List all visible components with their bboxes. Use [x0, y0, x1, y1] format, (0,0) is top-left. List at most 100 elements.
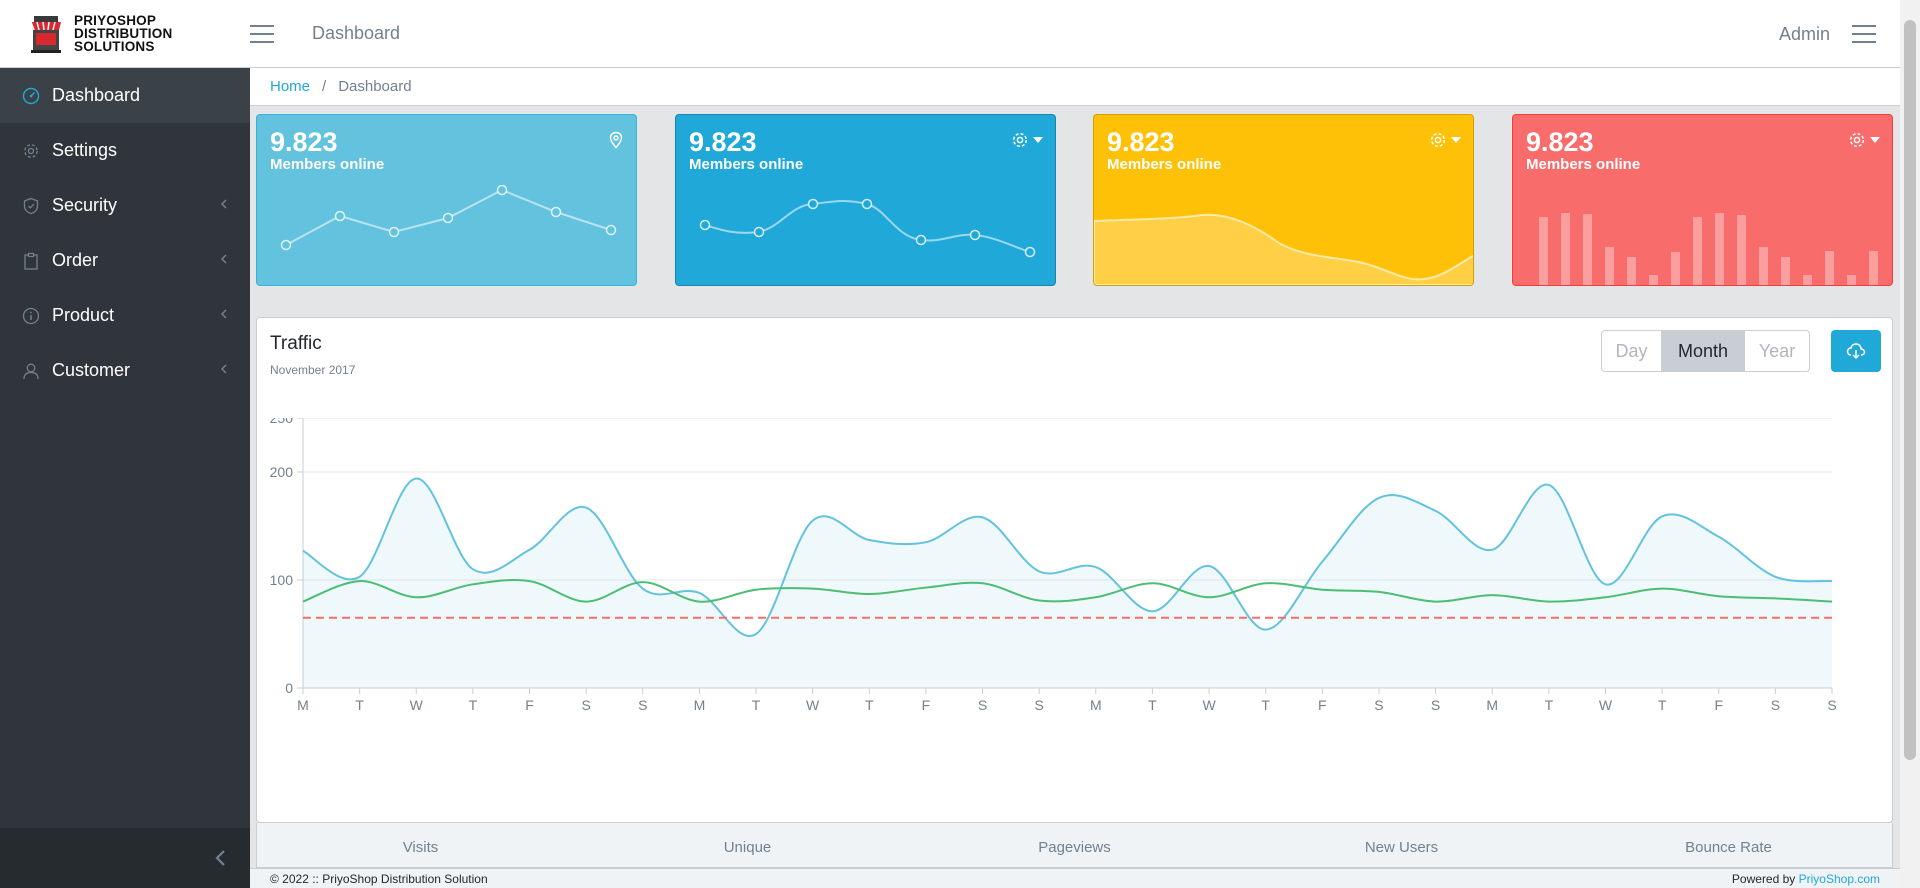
sidebar-item-label: Dashboard [52, 85, 141, 105]
caret-down-icon [1870, 137, 1880, 143]
card-settings-dropdown[interactable] [1011, 131, 1043, 149]
traffic-title: Traffic [270, 333, 322, 354]
shield-icon [22, 197, 40, 215]
app-footer: © 2022 :: PriyoShop Distribution Solutio… [250, 868, 1900, 888]
stat-card-2: 9.823 Members online [675, 114, 1056, 286]
y-tick-label: 250 [270, 418, 294, 426]
stat-bounce-rate-label: Bounce Rate [1685, 839, 1772, 856]
series-area-fill [303, 478, 1832, 688]
sidebar-item-order[interactable]: Order [0, 233, 250, 288]
breadcrumb: Home / Dashboard [250, 68, 1900, 106]
x-tick-label: S [1431, 697, 1440, 713]
x-tick-label: S [581, 697, 590, 713]
sidebar-minimizer-button[interactable] [0, 828, 250, 888]
x-tick-label: M [694, 697, 706, 713]
chevron-left-icon [220, 309, 227, 319]
gear-icon [1012, 132, 1028, 148]
x-tick-label: T [1148, 697, 1157, 713]
area-sparkline-chart [1094, 213, 1473, 285]
x-tick-label: T [355, 697, 364, 713]
brand-name-line1: PRIYOSHOP [74, 13, 157, 28]
brand-name-line2: DISTRIBUTION [74, 26, 173, 41]
x-tick-label: S [978, 697, 987, 713]
page-scrollbar[interactable] [1900, 0, 1920, 888]
sidebar-item-settings[interactable]: Settings [0, 123, 250, 178]
chevron-left-icon [215, 850, 225, 866]
period-year-button[interactable]: Year [1744, 330, 1810, 372]
gear-icon [1430, 132, 1446, 148]
x-tick-label: F [525, 697, 534, 713]
x-tick-label: W [1599, 697, 1613, 713]
card-settings-dropdown[interactable] [1429, 131, 1461, 149]
period-toggle-group: Day Month Year [1601, 330, 1810, 372]
breadcrumb-separator: / [322, 78, 327, 95]
bar-sparkline-chart [1539, 213, 1878, 285]
sidebar-item-dashboard[interactable]: Dashboard [0, 68, 250, 123]
card-label: Members online [270, 156, 385, 173]
gear-icon [1849, 132, 1865, 148]
brand[interactable]: PRIYOSHOP DISTRIBUTION SOLUTIONS [0, 0, 250, 68]
x-tick-label: T [752, 697, 761, 713]
caret-down-icon [1033, 137, 1043, 143]
sidebar: Dashboard Settings Security Order Produc… [0, 68, 250, 888]
card-value: 9.823 [689, 127, 757, 157]
sidebar-item-security[interactable]: Security [0, 178, 250, 233]
chevron-left-icon [220, 254, 227, 264]
stat-card-1: 9.823 Members online [256, 114, 637, 286]
x-tick-label: W [806, 697, 820, 713]
series-line-1 [302, 477, 1833, 637]
sidebar-item-label: Security [52, 195, 118, 215]
series-line-2 [302, 578, 1833, 603]
breadcrumb-current: Dashboard [338, 78, 412, 95]
x-tick-label: T [1545, 697, 1554, 713]
caret-down-icon [1451, 137, 1461, 143]
stat-unique-label: Unique [723, 839, 772, 856]
y-tick-label: 100 [270, 572, 294, 588]
gear-icon [22, 142, 40, 160]
x-tick-label: F [1318, 697, 1327, 713]
download-button[interactable] [1831, 330, 1881, 372]
stat-new-users-label: New Users [1364, 839, 1439, 856]
breadcrumb-home-link[interactable]: Home [270, 78, 311, 95]
x-tick-label: M [297, 697, 309, 713]
footer-link[interactable]: PriyoShop.com [1798, 871, 1880, 886]
chevron-left-icon [220, 364, 227, 374]
x-tick-label: F [1714, 697, 1723, 713]
traffic-stats-bar: Visits Unique Pageviews New Users Bounce… [256, 823, 1893, 868]
location-pin-icon [609, 131, 623, 149]
clipboard-icon [22, 252, 40, 270]
x-tick-label: T [865, 697, 874, 713]
sidebar-toggle-button[interactable] [250, 19, 280, 49]
card-location-button[interactable] [608, 131, 624, 149]
sidebar-item-label: Customer [52, 360, 131, 380]
card-settings-dropdown[interactable] [1848, 131, 1880, 149]
user-menu[interactable]: Admin [1778, 23, 1830, 44]
footer-powered-by-label: Powered by [1731, 871, 1799, 886]
cloud-download-icon [1846, 343, 1866, 360]
sidebar-item-label: Product [52, 305, 115, 325]
x-tick-label: M [1486, 697, 1498, 713]
x-tick-label: T [1261, 697, 1270, 713]
period-day-button[interactable]: Day [1601, 330, 1662, 372]
chevron-left-icon [220, 199, 227, 209]
speedometer-icon [22, 87, 40, 105]
stat-visits-label: Visits [402, 839, 439, 856]
aside-menu-toggle-button[interactable] [1852, 19, 1882, 49]
sidebar-item-product[interactable]: Product [0, 288, 250, 343]
app-header: PRIYOSHOP DISTRIBUTION SOLUTIONS Dashboa… [0, 0, 1900, 68]
x-tick-label: S [1827, 697, 1836, 713]
x-tick-label: W [410, 697, 424, 713]
card-label: Members online [1107, 156, 1222, 173]
header-title[interactable]: Dashboard [312, 23, 401, 43]
period-month-button[interactable]: Month [1662, 330, 1744, 372]
traffic-panel: Traffic November 2017 Day Month Year 0 10… [256, 317, 1893, 823]
x-tick-label: S [638, 697, 647, 713]
sidebar-item-customer[interactable]: Customer [0, 343, 250, 398]
stat-pageviews-label: Pageviews [1038, 839, 1111, 856]
scrollbar-thumb[interactable] [1904, 20, 1916, 760]
sparkline-chart [699, 198, 1036, 258]
stat-card-4: 9.823 Members online [1512, 114, 1893, 286]
x-tick-label: T [1658, 697, 1667, 713]
card-label: Members online [689, 156, 804, 173]
x-tick-label: F [922, 697, 931, 713]
